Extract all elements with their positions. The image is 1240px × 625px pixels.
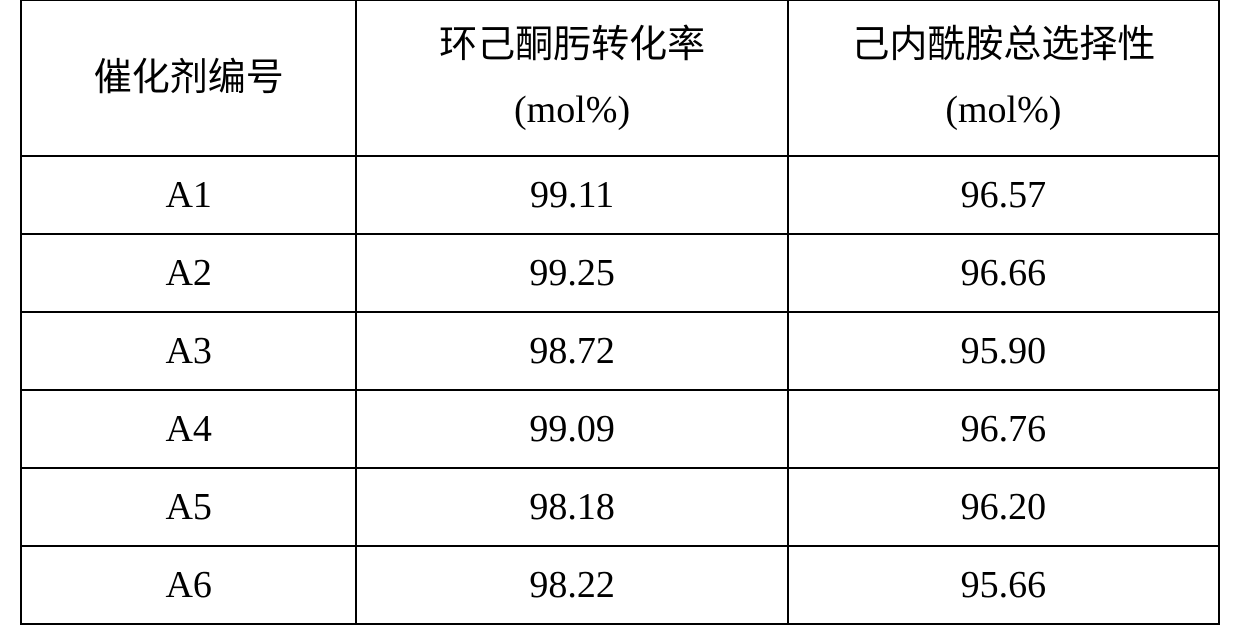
- table-row: A4 99.09 96.76: [21, 390, 1219, 468]
- cell-selectivity: 96.66: [788, 234, 1219, 312]
- table-row: A1 99.11 96.57: [21, 156, 1219, 234]
- header-conversion-line2: (mol%): [365, 78, 778, 143]
- cell-catalyst: A5: [21, 468, 356, 546]
- cell-catalyst: A4: [21, 390, 356, 468]
- cell-conversion: 98.72: [356, 312, 787, 390]
- cell-selectivity: 96.57: [788, 156, 1219, 234]
- table-row: A3 98.72 95.90: [21, 312, 1219, 390]
- cell-selectivity: 96.20: [788, 468, 1219, 546]
- cell-conversion: 99.25: [356, 234, 787, 312]
- header-catalyst-label: 催化剂编号: [30, 46, 347, 111]
- column-header-conversion: 环己酮肟转化率 (mol%): [356, 0, 787, 155]
- cell-catalyst: A2: [21, 234, 356, 312]
- cell-catalyst: A1: [21, 156, 356, 234]
- cell-catalyst: A6: [21, 546, 356, 624]
- table-row: A6 98.22 95.66: [21, 546, 1219, 624]
- cell-conversion: 98.18: [356, 468, 787, 546]
- cell-selectivity: 95.90: [788, 312, 1219, 390]
- header-selectivity-line2: (mol%): [797, 78, 1210, 143]
- cell-selectivity: 95.66: [788, 546, 1219, 624]
- table-header: 催化剂编号 环己酮肟转化率 (mol%) 己内酰胺总选择性 (mol%): [21, 0, 1219, 155]
- data-table-container: 催化剂编号 环己酮肟转化率 (mol%) 己内酰胺总选择性 (mol%) A1 …: [20, 0, 1220, 625]
- catalyst-data-table: 催化剂编号 环己酮肟转化率 (mol%) 己内酰胺总选择性 (mol%) A1 …: [20, 0, 1220, 625]
- table-body: A1 99.11 96.57 A2 99.25 96.66 A3 98.72 9…: [21, 156, 1219, 624]
- header-conversion-line1: 环己酮肟转化率: [365, 13, 778, 78]
- column-header-selectivity: 己内酰胺总选择性 (mol%): [788, 0, 1219, 155]
- cell-selectivity: 96.76: [788, 390, 1219, 468]
- cell-conversion: 99.09: [356, 390, 787, 468]
- table-header-row: 催化剂编号 环己酮肟转化率 (mol%) 己内酰胺总选择性 (mol%): [21, 0, 1219, 155]
- cell-catalyst: A3: [21, 312, 356, 390]
- table-row: A5 98.18 96.20: [21, 468, 1219, 546]
- column-header-catalyst: 催化剂编号: [21, 0, 356, 155]
- header-selectivity-line1: 己内酰胺总选择性: [797, 13, 1210, 78]
- table-row: A2 99.25 96.66: [21, 234, 1219, 312]
- cell-conversion: 98.22: [356, 546, 787, 624]
- cell-conversion: 99.11: [356, 156, 787, 234]
